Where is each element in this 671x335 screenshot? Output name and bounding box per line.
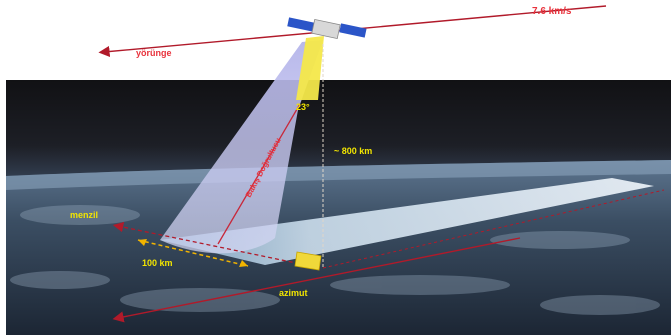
- background-white: [0, 0, 671, 80]
- earth-horizon-haze: [6, 160, 671, 190]
- sensor-beam-wedge: [296, 36, 324, 100]
- velocity-label: 7.6 km/s: [532, 6, 572, 17]
- altitude-label: ~ 800 km: [334, 146, 372, 156]
- azimuth-label: azimut: [279, 288, 308, 298]
- range-label: menzil: [70, 210, 98, 220]
- azimuth-dashed-line: [322, 189, 665, 269]
- radar-swath-strip: [160, 178, 654, 265]
- swath-arrowhead-left-icon: [138, 239, 147, 246]
- resolution-cell: [294, 251, 322, 271]
- range-direction-arrow: [112, 221, 321, 269]
- satellite-icon: [287, 17, 367, 40]
- orbit-label: yörünge: [136, 48, 172, 58]
- radar-beam-cone: [160, 40, 323, 254]
- swath-width-arrow: [137, 239, 249, 267]
- azimuth-direction-arrow: [112, 237, 521, 323]
- look-direction-line: [217, 103, 301, 245]
- swath-arrowhead-right-icon: [239, 260, 248, 267]
- swath-width-label: 100 km: [142, 258, 173, 268]
- angle-label: 23°: [296, 102, 310, 112]
